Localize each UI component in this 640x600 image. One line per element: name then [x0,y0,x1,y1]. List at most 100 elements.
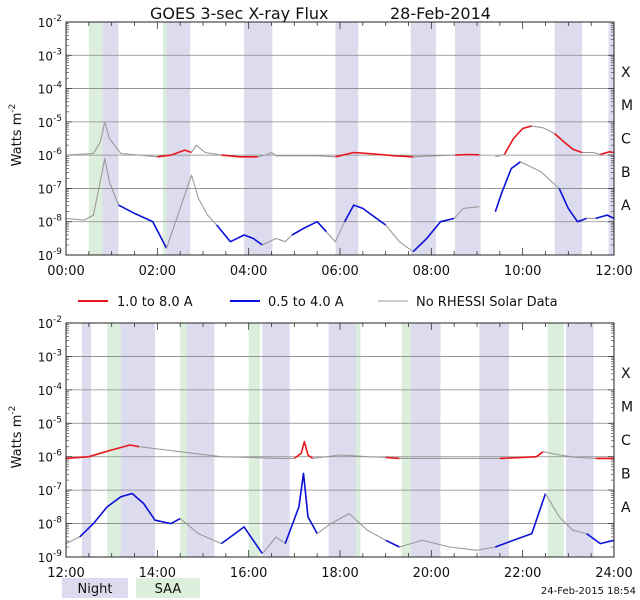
series-short-line [520,161,560,189]
night-band [335,22,359,255]
saa-swatch [136,578,200,598]
chart-title: GOES 3-sec X-ray Flux [150,4,329,23]
y-tick-label: 10-4 [38,81,63,97]
series-short-line [220,526,264,555]
legend-long-label: 1.0 to 8.0 A [117,295,193,310]
series-short-line [453,206,480,219]
flare-class-label: M [621,98,633,114]
series-short-line [262,234,293,246]
y-tick-label: 10-5 [38,415,62,431]
plot-frame [65,322,615,558]
series-long-line [65,121,158,158]
x-tick-label: 14:00 [139,566,176,581]
x-tick-label: 08:00 [413,264,450,279]
series-long-line [543,451,596,459]
night-band [81,323,92,557]
flare-class-label: X [621,366,631,382]
night-band [244,22,273,255]
night-band [608,22,614,255]
y-tick-label: 10-8 [38,516,63,532]
y-tick-label: 10-6 [38,147,63,163]
series-long-line [413,154,456,158]
series-long-line [312,454,386,459]
series-short-line [291,220,327,236]
night-band [455,22,481,255]
y-tick-label: 10-8 [38,214,63,230]
night-band [262,323,290,557]
bottom-ylabel-group: Watts m-2 [8,406,25,469]
series-short-line [165,174,218,249]
series-short-line [79,492,181,538]
saa-band [248,323,261,557]
series-long-line [600,151,615,156]
series-long-line [499,451,544,460]
saa-band [547,323,564,557]
series-short-line [325,221,346,243]
series-long-line [257,151,336,158]
night-band [120,323,156,557]
series-short-line [216,224,263,246]
x-tick-label: 00:00 [47,264,84,279]
series-long-line [335,151,414,158]
series-long-line [455,153,480,156]
series-long-line [554,132,583,154]
x-tick-label: 22:00 [504,566,541,581]
y-tick-label: 10-7 [38,180,62,196]
x-tick-label: 24:00 [595,566,632,581]
shading-legend: Night SAA [62,578,200,598]
y-tick-label: 10-2 [38,315,62,331]
series-short-line [261,536,286,555]
x-tick-label: 16:00 [230,566,267,581]
night-band [187,323,215,557]
series-short-line [595,214,615,220]
x-tick-label: 02:00 [139,264,176,279]
y-tick-label: 10-2 [38,14,62,30]
chart-date: 28-Feb-2014 [390,4,491,23]
series-short-line [586,532,615,545]
bottom-ylabel: Watts m-2 [8,406,25,469]
y-tick-label: 10-4 [38,382,63,398]
series-short-line [399,539,496,551]
series-short-line [65,536,80,545]
footer-timestamp: 24-Feb-2015 18:54 [541,586,636,597]
flare-class-label: A [621,500,631,516]
night-band [410,22,436,255]
series-short-line [558,188,587,223]
flare-class-label: C [621,132,631,148]
x-tick-label: 06:00 [321,264,358,279]
series-short-line [65,157,120,221]
y-tick-label: 10-3 [38,47,62,63]
x-tick-label: 12:00 [595,264,632,279]
series-long-line [191,144,222,156]
flare-class-label: C [621,433,631,449]
night-band [566,323,594,557]
series-short-line [118,204,168,249]
x-tick-label: 20:00 [413,566,450,581]
plot-frame [65,21,615,256]
legend-nodata-label: No RHESSI Solar Data [416,295,558,310]
series-short-line [179,518,222,545]
series-short-line [495,493,547,548]
top-panel: 10-9 10-8 10-7 10-6 10-5 10-4 10-3 10-2 X M C B A 00:… [38,14,633,279]
y-tick-label: 10-7 [38,482,62,498]
y-tick-label: 10-3 [38,348,62,364]
y-tick-label: 10-6 [38,449,63,465]
flare-class-label: A [621,198,631,214]
series-long-line [139,446,295,459]
x-tick-label: 10:00 [504,264,541,279]
saa-label: SAA [155,582,182,597]
y-tick-label: 10-9 [38,247,63,263]
series-long-line [65,444,140,460]
series-long-line [385,456,400,460]
series-long-line [582,151,601,156]
saa-band [162,22,167,255]
series-short-line [343,204,387,226]
series-long-line [157,149,192,158]
top-ylabel: Watts m-2 [8,104,25,167]
flare-class-label: B [621,466,631,482]
series-short-line [385,224,414,253]
y-tick-label: 10-9 [38,549,63,565]
flare-class-label: B [621,165,631,181]
night-band [410,323,441,557]
